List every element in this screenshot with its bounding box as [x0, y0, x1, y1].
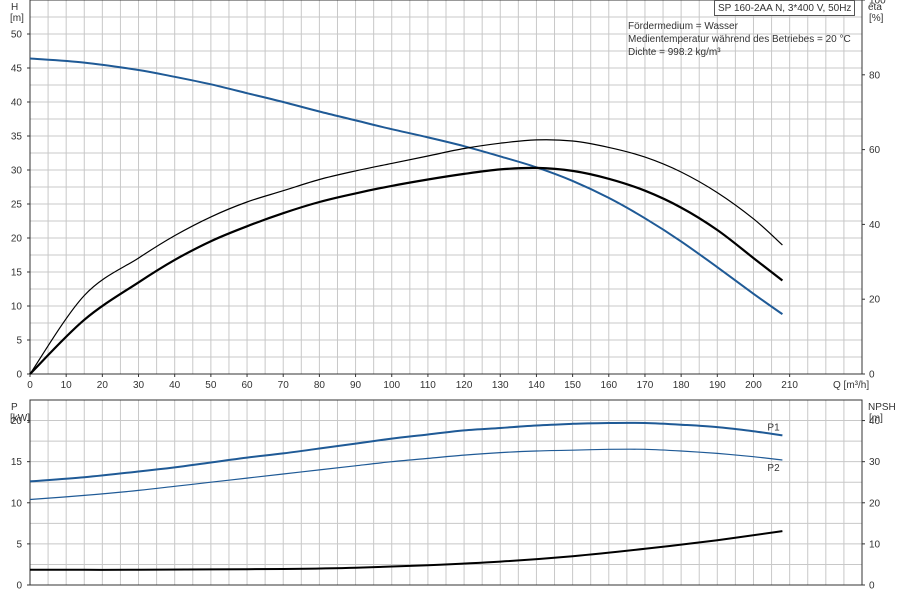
series-label: P1: [767, 422, 780, 433]
y-tick-label: 30: [11, 166, 23, 177]
x-tick-label: 160: [600, 380, 617, 391]
x-tick-label: 200: [745, 380, 762, 391]
x-tick-label: 190: [709, 380, 726, 391]
x-tick-label: 180: [673, 380, 690, 391]
x-tick-label: 100: [383, 380, 400, 391]
y2-tick-label: 10: [869, 539, 881, 550]
series-line: [29, 166, 784, 375]
temperature-text: Medientemperatur während des Betriebes =…: [628, 34, 851, 45]
y-tick-label: 25: [11, 200, 23, 211]
y-tick-label: 20: [11, 416, 23, 427]
y-axis-label: P: [11, 402, 18, 413]
x-tick-label: 120: [456, 380, 473, 391]
x-tick-label: 150: [564, 380, 581, 391]
y2-axis-unit: [%]: [869, 13, 884, 24]
y-tick-label: 50: [11, 30, 23, 41]
y-tick-label: 0: [16, 370, 22, 381]
y-tick-label: 10: [11, 498, 23, 509]
x-tick-label: 110: [420, 380, 436, 391]
x-axis-label: Q [m³/h]: [833, 380, 869, 391]
y2-tick-label: 0: [869, 581, 875, 592]
y2-tick-label: 40: [869, 220, 881, 231]
y-tick-label: 35: [11, 132, 23, 143]
series-label: P2: [767, 463, 780, 474]
y-tick-label: 10: [11, 302, 23, 313]
y-axis-unit: [m]: [10, 13, 24, 24]
y2-tick-label: 20: [869, 295, 881, 306]
y-tick-label: 20: [11, 234, 23, 245]
y2-tick-label: 100: [869, 0, 886, 7]
y-tick-label: 45: [11, 64, 23, 75]
y-tick-label: 15: [11, 457, 23, 468]
series-line: [29, 139, 783, 375]
y2-tick-label: 80: [869, 70, 881, 81]
x-tick-label: 10: [61, 380, 73, 391]
plot-frame: [29, 0, 863, 375]
x-tick-label: 30: [133, 380, 145, 391]
y2-tick-label: 0: [869, 370, 875, 381]
y2-tick-label: 20: [869, 498, 881, 509]
product-title: SP 160-2AA N, 3*400 V, 50Hz: [714, 0, 856, 16]
x-tick-label: 210: [781, 380, 798, 391]
medium-text: Fördermedium = Wasser: [628, 21, 738, 32]
y-tick-label: 5: [16, 539, 22, 550]
x-tick-label: 70: [278, 380, 290, 391]
y2-tick-label: 40: [869, 416, 881, 427]
series-p2-line: [29, 448, 783, 501]
series-line: [29, 57, 783, 316]
x-tick-label: 40: [169, 380, 181, 391]
series-p1-line: [29, 421, 783, 483]
y-tick-label: 5: [16, 336, 22, 347]
y2-tick-label: 30: [869, 457, 881, 468]
y-axis-label: H: [11, 2, 18, 13]
y2-axis-label: NPSH: [868, 402, 896, 413]
series-line: [30, 530, 783, 571]
x-tick-label: 60: [241, 380, 253, 391]
y-tick-label: 40: [11, 98, 23, 109]
y2-tick-label: 60: [869, 145, 881, 156]
x-tick-label: 90: [350, 380, 362, 391]
operating-conditions: Fördermedium = Wasser Medientemperatur w…: [628, 20, 851, 59]
density-text: Dichte = 998.2 kg/m³: [628, 47, 721, 58]
y-axis-unit: [kW]: [10, 413, 30, 424]
x-tick-label: 0: [27, 380, 33, 391]
x-tick-label: 80: [314, 380, 326, 391]
y2-axis-unit: [m]: [869, 413, 883, 424]
plot-frame: [29, 399, 863, 586]
y-tick-label: 15: [11, 268, 23, 279]
x-tick-label: 170: [637, 380, 654, 391]
x-tick-label: 130: [492, 380, 509, 391]
x-tick-label: 20: [97, 380, 109, 391]
y-tick-label: 0: [16, 581, 22, 592]
y2-axis-label: eta: [868, 2, 882, 13]
x-tick-label: 50: [205, 380, 217, 391]
x-tick-label: 140: [528, 380, 545, 391]
